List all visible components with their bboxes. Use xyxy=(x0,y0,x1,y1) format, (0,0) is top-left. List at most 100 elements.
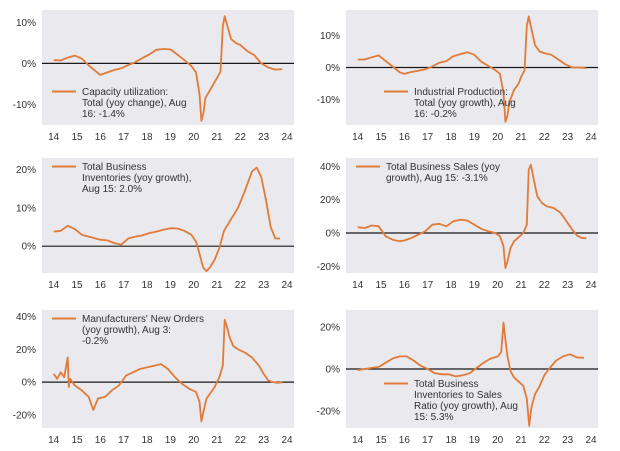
y-tick-label: 0% xyxy=(22,378,37,389)
y-tick-label: -20% xyxy=(13,410,36,421)
legend-label: Total Business xyxy=(82,162,146,173)
y-tick-label: 0% xyxy=(326,229,341,240)
x-tick-label: 23 xyxy=(258,280,270,291)
x-tick-label: 24 xyxy=(585,132,597,143)
legend-label: Total Business Sales (yoy xyxy=(386,162,500,173)
y-tick-label: -10% xyxy=(13,100,36,111)
x-tick-label: 20 xyxy=(492,132,504,143)
x-tick-label: 22 xyxy=(235,280,247,291)
chart-panel-4: 40% 20% 0% -20% 14 15 16 17 18 19 20 21 22 23 24 Total … xyxy=(317,158,598,291)
legend-label: 16: -1.4% xyxy=(82,109,125,120)
chart-panel-2: 10% 0% -10% 14 15 16 17 18 19 20 21 22 23 24 Industria… xyxy=(317,10,598,143)
x-tick-label: 16 xyxy=(95,435,107,446)
plot-background xyxy=(346,158,598,273)
y-tick-label: 40% xyxy=(16,312,36,323)
legend-label: Inventories to Sales xyxy=(414,390,502,401)
x-tick-label: 21 xyxy=(515,132,527,143)
x-tick-label: 23 xyxy=(562,280,574,291)
x-tick-label: 24 xyxy=(585,280,597,291)
x-tick-label: 22 xyxy=(235,435,247,446)
y-tick-label: 40% xyxy=(320,162,340,173)
x-tick-label: 16 xyxy=(399,280,411,291)
x-tick-label: 24 xyxy=(585,435,597,446)
x-tick-label: 15 xyxy=(71,132,83,143)
x-tick-label: 19 xyxy=(469,280,481,291)
x-tick-label: 19 xyxy=(165,132,177,143)
y-tick-label: 20% xyxy=(16,165,36,176)
x-tick-label: 14 xyxy=(48,435,60,446)
x-tick-label: 16 xyxy=(399,435,411,446)
y-tick-label: 20% xyxy=(320,322,340,333)
x-tick-label: 16 xyxy=(95,132,107,143)
x-tick-label: 15 xyxy=(71,280,83,291)
x-tick-label: 17 xyxy=(118,280,130,291)
x-tick-label: 18 xyxy=(141,132,153,143)
x-tick-label: 17 xyxy=(118,132,130,143)
x-tick-label: 14 xyxy=(48,132,60,143)
legend-label: (yoy growth), Aug 3: xyxy=(82,325,171,336)
y-tick-label: -10% xyxy=(317,95,340,106)
chart-panel-3: 20% 10% 0% 14 15 16 17 18 19 20 21 22 23 24 Total Busi… xyxy=(16,158,294,291)
x-tick-label: 17 xyxy=(422,280,434,291)
x-tick-label: 18 xyxy=(445,132,457,143)
y-tick-label: 10% xyxy=(16,18,36,29)
x-tick-label: 24 xyxy=(281,435,293,446)
chart-panel-6: 20% 0% -20% 14 15 16 17 18 19 20 21 22 23 24 Total Bus… xyxy=(317,310,598,446)
legend-label: Aug 15: 2.0% xyxy=(82,184,142,195)
y-tick-label: 20% xyxy=(320,195,340,206)
x-tick-label: 20 xyxy=(188,435,200,446)
plot-background xyxy=(42,158,294,273)
chart-panel-5: 40% 20% 0% -20% 14 15 16 17 18 19 20 21 22 23 24 Manufa… xyxy=(13,310,294,446)
legend-label: Ratio (yoy growth), Aug xyxy=(414,401,518,412)
x-tick-label: 17 xyxy=(118,435,130,446)
x-tick-label: 21 xyxy=(211,280,223,291)
legend-label: Total (yoy change), Aug xyxy=(82,98,187,109)
x-tick-label: 22 xyxy=(235,132,247,143)
x-tick-label: 14 xyxy=(352,435,364,446)
x-tick-label: 21 xyxy=(211,435,223,446)
x-tick-label: 15 xyxy=(375,132,387,143)
x-tick-label: 24 xyxy=(281,132,293,143)
y-tick-label: 0% xyxy=(22,59,37,70)
series-line-1 xyxy=(53,166,280,273)
legend-label: Total Business xyxy=(414,379,478,390)
x-tick-label: 19 xyxy=(469,435,481,446)
series-line-1 xyxy=(357,15,587,123)
x-tick-label: 14 xyxy=(352,132,364,143)
y-tick-label: 20% xyxy=(16,345,36,356)
legend-label: 15: 5.3% xyxy=(414,412,454,423)
x-tick-label: 17 xyxy=(422,435,434,446)
x-tick-label: 19 xyxy=(165,280,177,291)
plot-background xyxy=(42,10,294,125)
x-tick-label: 19 xyxy=(165,435,177,446)
x-tick-label: 18 xyxy=(445,435,457,446)
x-tick-label: 16 xyxy=(399,132,411,143)
x-tick-label: 23 xyxy=(258,132,270,143)
x-tick-label: 18 xyxy=(141,280,153,291)
x-tick-label: 20 xyxy=(188,280,200,291)
series-line-1 xyxy=(52,318,283,423)
legend-label: Total (yoy growth), Aug xyxy=(414,98,516,109)
y-tick-label: -20% xyxy=(317,262,340,273)
x-tick-label: 14 xyxy=(352,280,364,291)
x-tick-label: 20 xyxy=(492,435,504,446)
x-tick-label: 23 xyxy=(258,435,270,446)
legend-label: Capacity utilization: xyxy=(82,87,168,98)
legend-label: Industrial Production: xyxy=(414,87,508,98)
x-tick-label: 19 xyxy=(469,132,481,143)
x-tick-label: 21 xyxy=(211,132,223,143)
legend-label: 16: -0.2% xyxy=(414,109,457,120)
legend-label: Inventories (yoy growth), xyxy=(82,173,192,184)
x-tick-label: 22 xyxy=(539,280,551,291)
x-tick-label: 23 xyxy=(562,435,574,446)
x-tick-label: 16 xyxy=(95,280,107,291)
x-tick-label: 15 xyxy=(71,435,83,446)
x-tick-label: 21 xyxy=(515,435,527,446)
x-tick-label: 17 xyxy=(422,132,434,143)
chart-panel-1: 10% 0% -10% 14 15 16 17 18 19 20 21 22 23 24 Capacity … xyxy=(13,10,294,143)
x-tick-label: 23 xyxy=(562,132,574,143)
x-tick-label: 21 xyxy=(515,280,527,291)
x-tick-label: 15 xyxy=(375,280,387,291)
x-tick-label: 22 xyxy=(539,435,551,446)
